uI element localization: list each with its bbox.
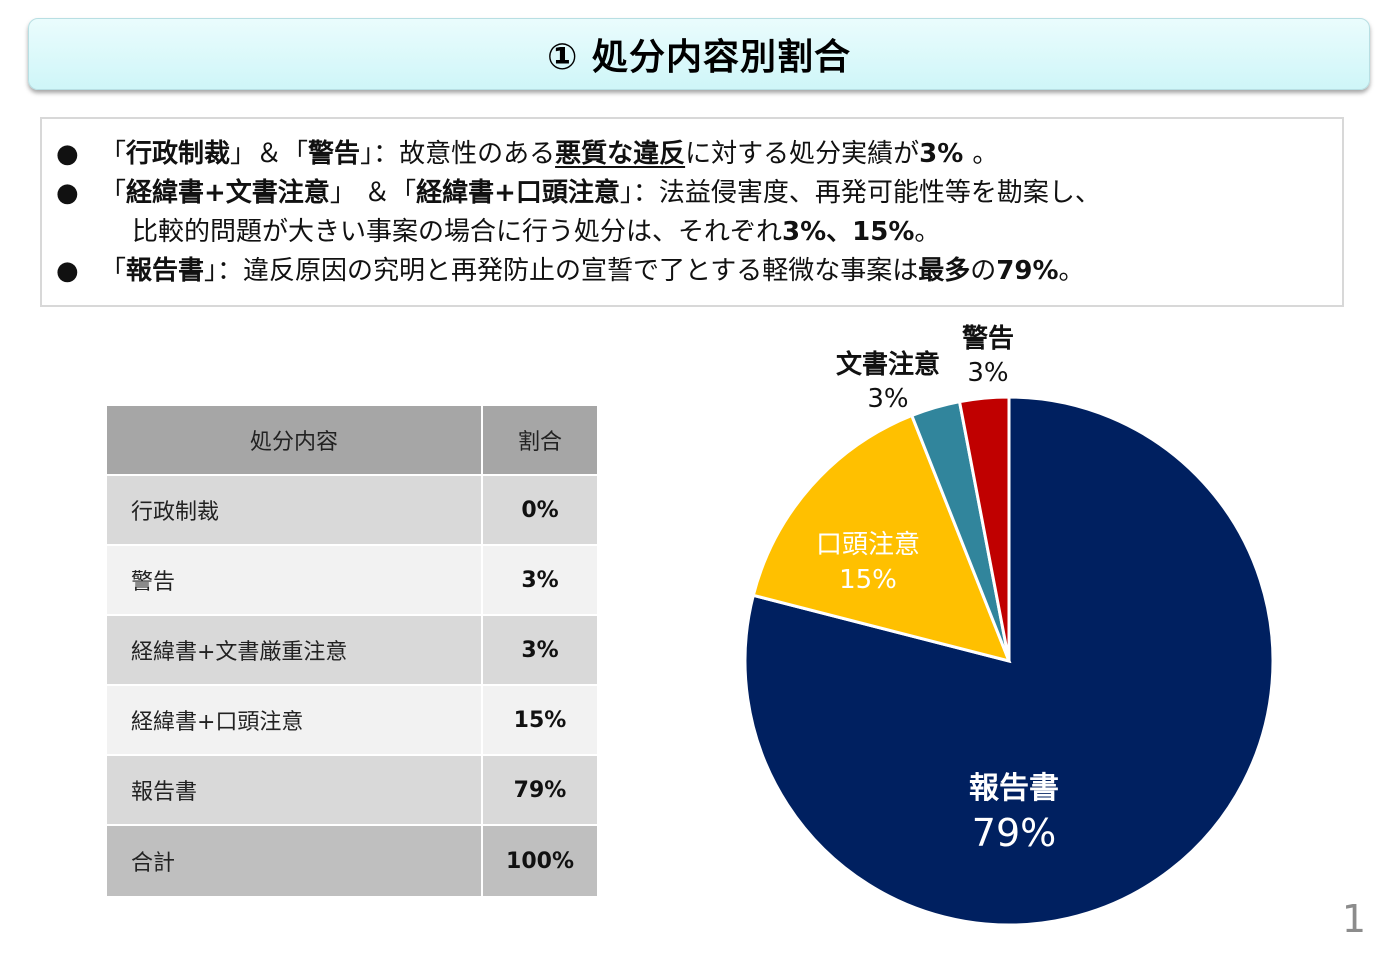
summary-text-segment: 最多 [918, 256, 971, 286]
page-title: ① 処分内容別割合 [546, 37, 851, 78]
summary-line-text: 「行政制裁」＆「警告」：故意性のある悪質な違反に対する処分実績が3% 。 [100, 139, 998, 169]
summary-text-segment: 経緯書+文書注意 [126, 178, 330, 208]
summary-text-segment: 」 ＆「 [329, 178, 417, 208]
summary-line-2: ● 「経緯書+文書注意」 ＆「経緯書+口頭注意」：法益侵害度、再発可能性等を勘案し… [56, 174, 1342, 213]
title-banner: ① 処分内容別割合 [28, 18, 1370, 90]
pie-chart-svg: 報告書 79% 口頭注意 15% [743, 395, 1275, 927]
row-value: 0% [481, 474, 599, 546]
total-value: 100% [481, 824, 599, 898]
pie-chart: 報告書 79% 口頭注意 15% [700, 310, 1340, 950]
bullet-icon: ● [56, 256, 79, 286]
slice-label-warning: 警告 3% [946, 322, 1030, 390]
summary-text-segment: 」：故意性のある [360, 139, 556, 169]
slice-label-written-pct: 3% [867, 384, 909, 414]
summary-text-segment: 警告 [308, 139, 361, 169]
row-name: 経緯書+文書厳重注意 [105, 614, 483, 686]
page-number: 1 [1341, 897, 1366, 941]
summary-text-segment: 」：法益侵害度、再発可能性等を勘案し、 [619, 178, 1101, 208]
disposition-table: 処分内容 割合 行政制裁 0% 警告 3% 経緯書+文書厳重注意 3% 経緯書+… [105, 404, 599, 898]
summary-text-segment: 79% [996, 256, 1059, 286]
pie-slice-0 [743, 395, 1275, 927]
summary-text-segment: 「 [100, 178, 127, 208]
row-name: 行政制裁 [105, 474, 483, 546]
summary-text-segment: 3% [919, 139, 973, 169]
slice-label-warning-name: 警告 [961, 324, 1014, 354]
row-name: 経緯書+口頭注意 [105, 684, 483, 756]
slice-label-written: 文書注意 3% [822, 348, 954, 416]
table-row: 警告 3% [105, 544, 599, 616]
table-row: 経緯書+文書厳重注意 3% [105, 614, 599, 686]
slice-label-oral-name: 口頭注意 [816, 530, 920, 560]
row-name: 警告 [105, 544, 483, 616]
summary-text-segment: 悪質な違反 [555, 139, 686, 169]
summary-line-1: ● 「行政制裁」＆「警告」：故意性のある悪質な違反に対する処分実績が3% 。 [56, 135, 1342, 174]
summary-text-segment: 。 [972, 139, 999, 169]
summary-text-segment: 比較的問題が大きい事案の場合に行う処分は、それぞれ [132, 217, 783, 247]
table-row: 行政制裁 0% [105, 474, 599, 546]
pie-slice-3 [957, 395, 1011, 662]
summary-line-text: 「経緯書+文書注意」 ＆「経緯書+口頭注意」：法益侵害度、再発可能性等を勘案し、 [100, 178, 1101, 208]
slice-label-report-name: 報告書 [969, 771, 1059, 806]
table-header-row: 処分内容 割合 [105, 404, 599, 476]
bullet-icon: ● [56, 178, 79, 208]
summary-text-segment: 」：違反原因の究明と再発防止の宣誓で了とする軽微な事案は [204, 256, 919, 286]
row-value: 79% [481, 754, 599, 826]
summary-text-segment: 報告書 [126, 256, 205, 286]
summary-line-text: 「報告書」：違反原因の究明と再発防止の宣誓で了とする軽微な事案は最多の79%。 [100, 256, 1085, 286]
summary-text-segment: 。 [914, 217, 941, 247]
bullet-icon: ● [56, 139, 79, 169]
table-row: 報告書 79% [105, 754, 599, 826]
table-total-row: 合計 100% [105, 824, 599, 898]
slice-label-warning-pct: 3% [967, 358, 1009, 388]
header-ratio: 割合 [481, 404, 599, 476]
total-name: 合計 [105, 824, 483, 898]
summary-line-2-cont: 比較的問題が大きい事案の場合に行う処分は、それぞれ3%、15%。 [56, 213, 1342, 252]
summary-text-segment: に対する処分実績が [685, 139, 920, 169]
table-row: 経緯書+口頭注意 15% [105, 684, 599, 756]
pie-slice-1 [751, 413, 1012, 664]
slice-label-written-name: 文書注意 [835, 350, 940, 380]
summary-text-segment: 「 [100, 256, 127, 286]
row-value: 3% [481, 544, 599, 616]
summary-text-segment: の [970, 256, 997, 286]
row-value: 3% [481, 614, 599, 686]
summary-text-segment: 3%、15% [782, 217, 915, 247]
summary-box: ● 「行政制裁」＆「警告」：故意性のある悪質な違反に対する処分実績が3% 。 ● 「… [40, 117, 1344, 307]
summary-line-text: 比較的問題が大きい事案の場合に行う処分は、それぞれ3%、15%。 [132, 217, 940, 247]
summary-line-3: ● 「報告書」：違反原因の究明と再発防止の宣誓で了とする軽微な事案は最多の79%。 [56, 252, 1342, 291]
slice-label-report-pct: 79% [972, 811, 1056, 855]
row-value: 15% [481, 684, 599, 756]
summary-text-segment: 「 [100, 139, 127, 169]
summary-text-segment: 経緯書+口頭注意 [416, 178, 620, 208]
summary-text-segment: 行政制裁 [126, 139, 231, 169]
header-disposition: 処分内容 [105, 404, 483, 476]
row-name: 報告書 [105, 754, 483, 826]
summary-text-segment: 。 [1058, 256, 1085, 286]
summary-text-segment: 」＆「 [230, 139, 309, 169]
slice-label-oral-pct: 15% [839, 565, 897, 595]
